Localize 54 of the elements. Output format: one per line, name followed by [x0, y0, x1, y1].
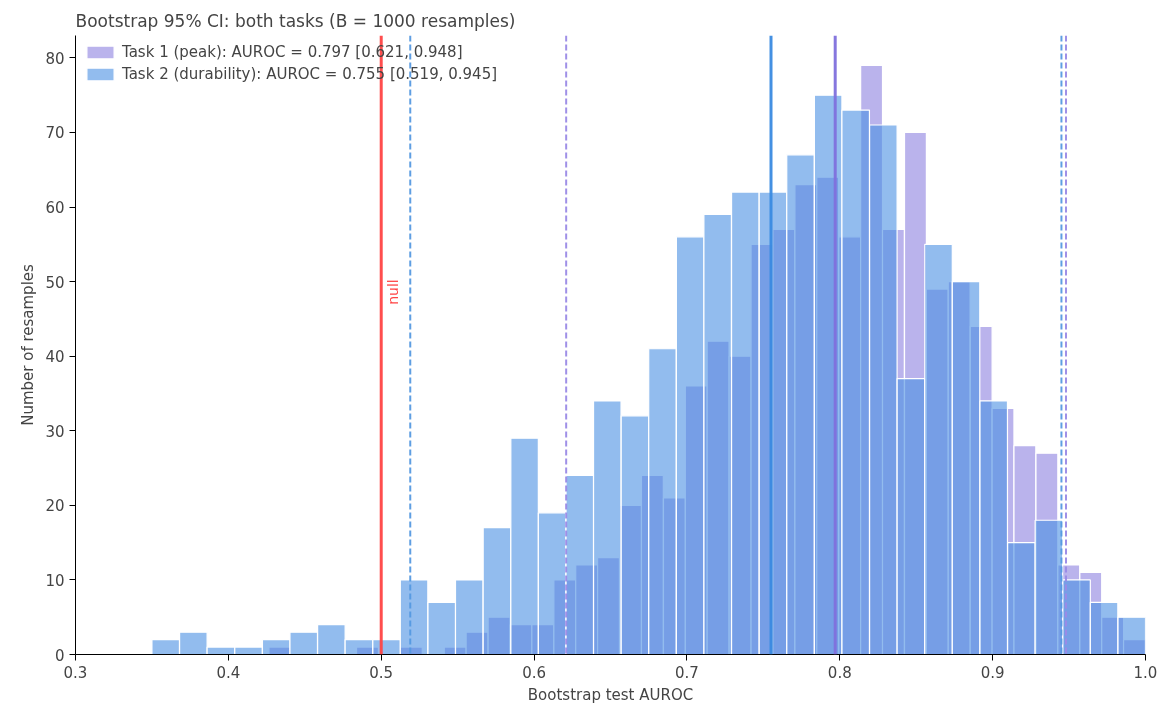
x-axis-title: Bootstrap test AUROC — [527, 685, 694, 704]
bar — [151, 638, 181, 655]
x-tick-label: 0.7 — [675, 663, 699, 682]
x-tick-label: 0.5 — [369, 663, 394, 682]
bar — [703, 213, 733, 655]
bar — [427, 601, 457, 655]
bar — [289, 631, 319, 655]
chart-title: Bootstrap 95% CI: both tasks (B = 1000 resamples) — [75, 10, 516, 31]
bar — [730, 191, 760, 655]
bar — [261, 638, 291, 655]
bar — [344, 638, 374, 655]
bar — [1034, 519, 1064, 655]
y-tick-label: 80 — [45, 49, 65, 68]
x-tick-label: 0.9 — [980, 663, 1005, 682]
y-tick-label: 10 — [45, 571, 65, 590]
x-tick-label: 0.4 — [216, 663, 241, 682]
bar — [896, 377, 926, 655]
bar — [924, 243, 953, 655]
bar — [234, 646, 263, 655]
bar — [179, 631, 208, 655]
bar — [510, 437, 539, 655]
x-tick-label: 0.8 — [827, 663, 852, 682]
y-tick-label: 70 — [45, 124, 65, 143]
bar — [648, 348, 677, 655]
x-tick-label: 0.6 — [522, 663, 546, 682]
x-tick-label: 1.0 — [1133, 663, 1158, 682]
bar — [399, 579, 429, 655]
bar — [1007, 542, 1036, 655]
bar — [841, 109, 871, 655]
bar — [951, 281, 981, 655]
bar — [868, 124, 898, 655]
bar — [620, 415, 650, 655]
bar — [675, 236, 705, 655]
bar — [1062, 579, 1091, 655]
ref-line-label: null — [385, 279, 402, 305]
bar — [786, 154, 815, 655]
bar — [1089, 601, 1119, 655]
y-tick-label: 60 — [45, 199, 65, 218]
bar — [565, 474, 595, 655]
x-tick-label: 0.3 — [63, 663, 88, 682]
bar — [979, 400, 1009, 655]
bar — [592, 400, 622, 655]
bar — [482, 527, 512, 655]
y-tick-label: 30 — [45, 422, 65, 441]
bar — [1117, 616, 1146, 655]
bar — [317, 624, 346, 655]
y-tick-label: 0 — [54, 646, 65, 665]
y-tick-label: 20 — [45, 497, 65, 516]
bar — [206, 646, 236, 655]
bar — [454, 579, 484, 655]
bar — [537, 512, 567, 655]
y-tick-label: 40 — [45, 348, 65, 367]
y-axis-title: Number of resamples — [19, 263, 38, 426]
y-tick-label: 50 — [45, 273, 65, 292]
